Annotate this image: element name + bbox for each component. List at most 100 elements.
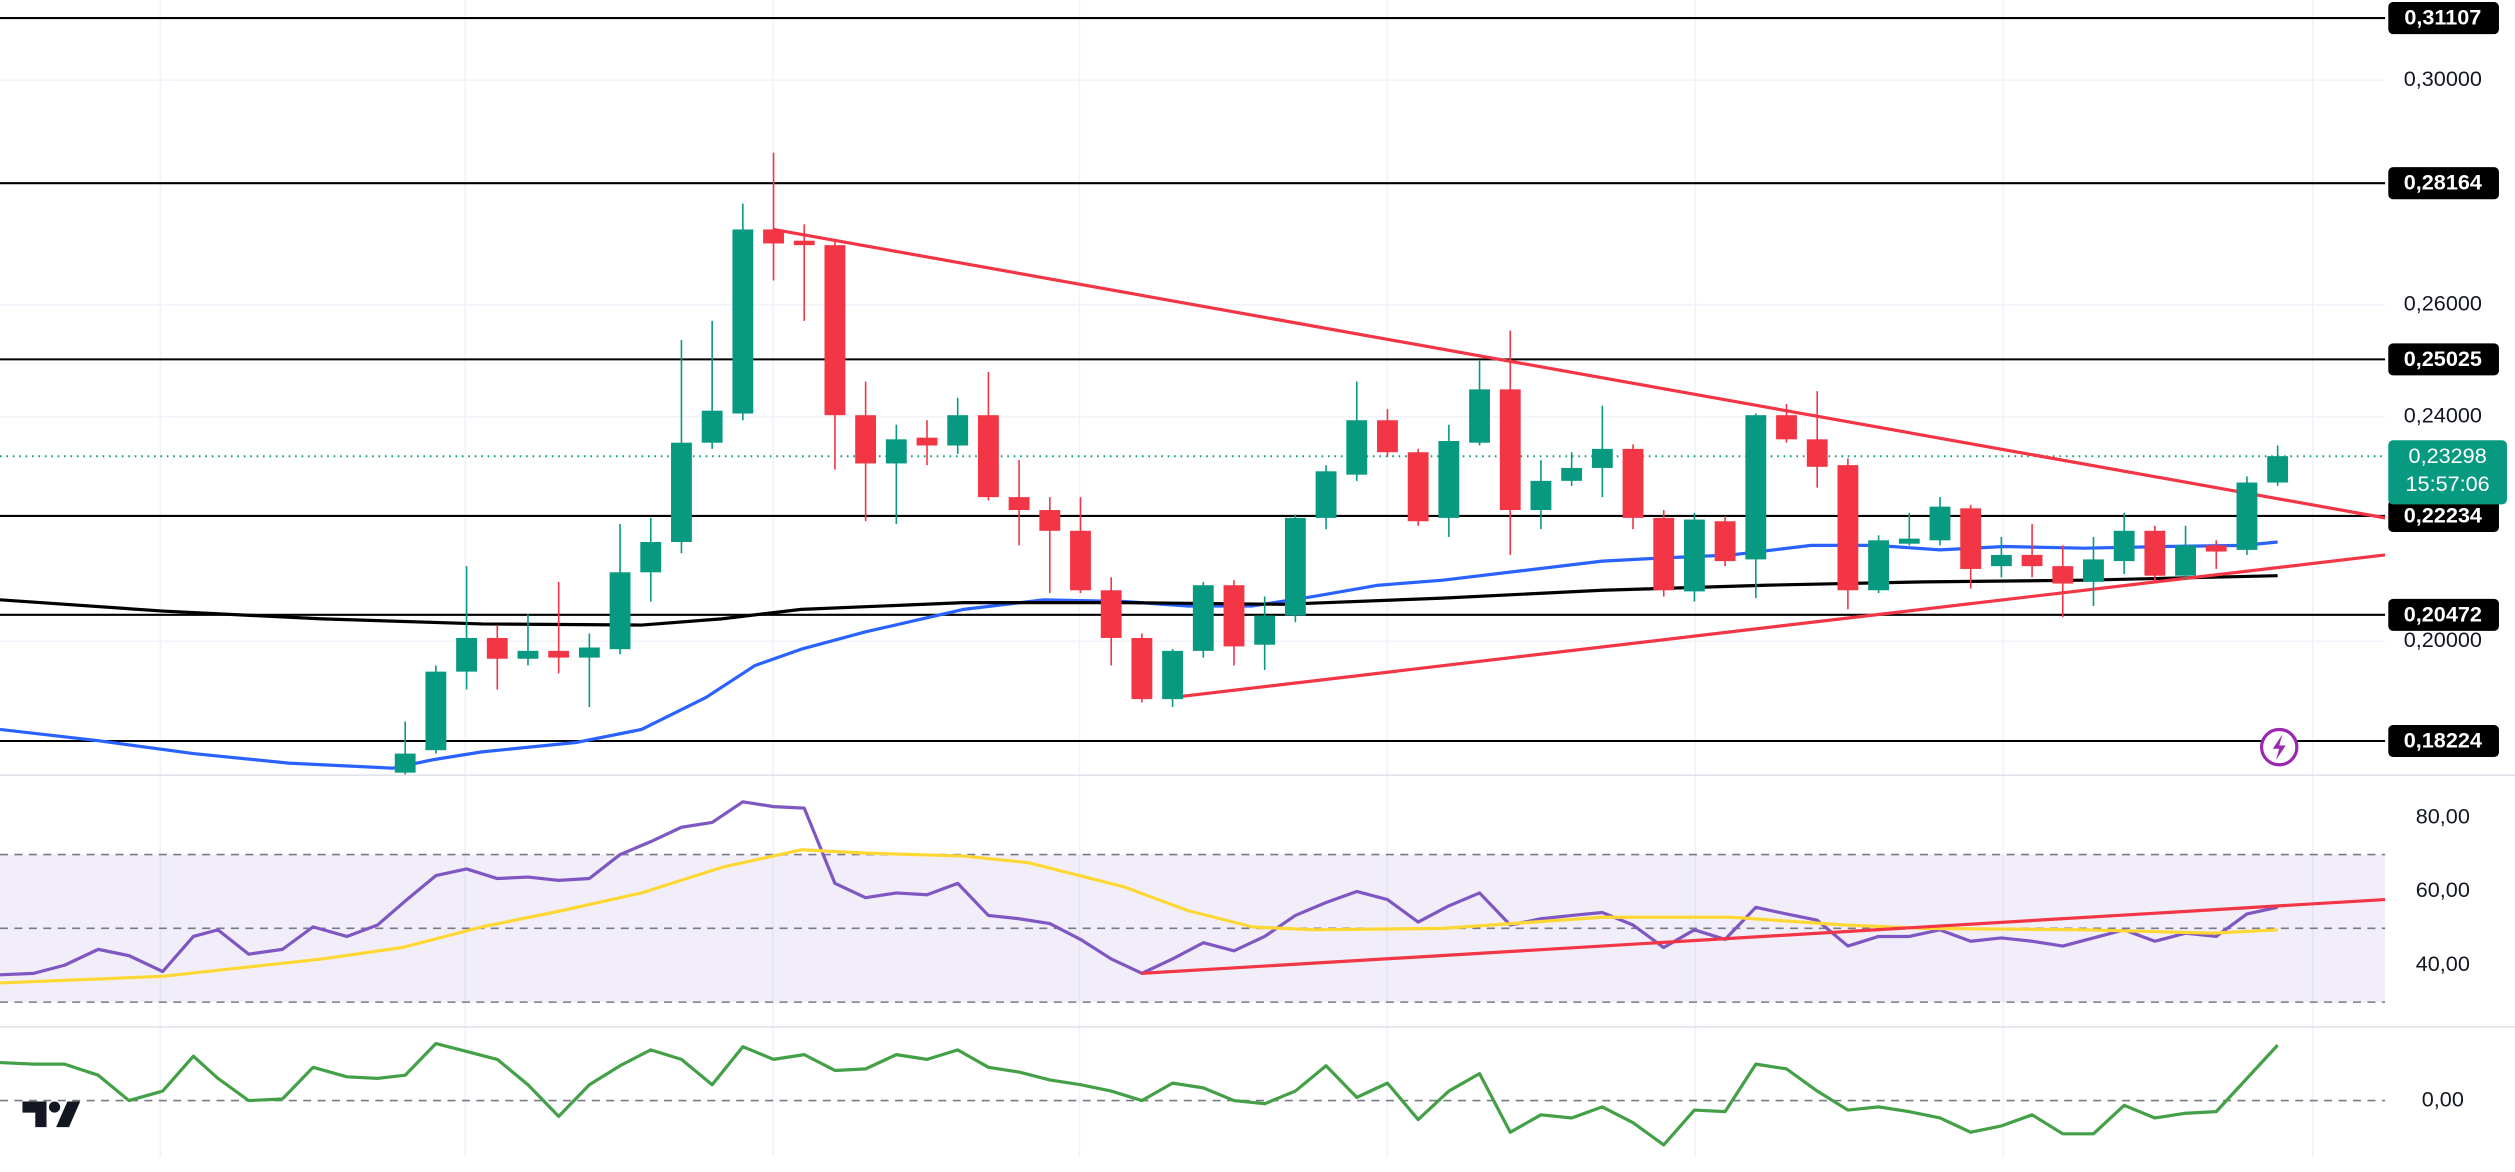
series-line	[1172, 553, 2386, 700]
logo-v	[56, 1101, 81, 1128]
candle-body	[1622, 448, 1644, 518]
candle-body	[1039, 510, 1061, 531]
candle-body	[2205, 545, 2227, 552]
candle-body	[1990, 554, 2012, 567]
candle-body	[2113, 530, 2135, 562]
candle-body	[1837, 465, 1859, 591]
candle-body	[1960, 508, 1982, 569]
level-label-box	[2388, 724, 2499, 758]
level-label: 0,28164	[2404, 170, 2482, 195]
level-label: 0,31107	[2404, 5, 2481, 30]
y-tick-label: 80,00	[2416, 803, 2470, 828]
candle-body	[2175, 545, 2196, 576]
candle-body	[1868, 540, 1890, 591]
candle-body	[609, 572, 631, 650]
logo-dot	[48, 1101, 61, 1113]
candle-body	[1929, 506, 1951, 541]
candle-body	[977, 415, 999, 498]
candle-body	[1806, 439, 1828, 467]
y-tick-label: 0,26000	[2404, 290, 2482, 315]
candle-body	[2083, 559, 2104, 582]
candle-body	[1469, 389, 1490, 443]
candle-body	[1377, 420, 1398, 453]
candle-body	[1499, 389, 1521, 511]
candle-body	[1131, 637, 1153, 700]
level-label-box	[2388, 598, 2499, 631]
candle-body	[2021, 554, 2043, 567]
last-price-box	[2388, 440, 2507, 505]
candle-body	[517, 650, 539, 659]
y-tick-label: 0,00	[2422, 1086, 2464, 1111]
series-line	[0, 1041, 2279, 1147]
candle-body	[947, 415, 969, 446]
candle-body	[1008, 497, 1030, 511]
candle-body	[640, 542, 662, 573]
candle-body	[456, 637, 478, 672]
logo-t	[22, 1101, 47, 1128]
series-line	[773, 227, 2386, 520]
candle-body	[2267, 456, 2289, 483]
plot-layer: 0,30000 0,26000 0,24000 0,20000 0,31107 0,281…	[0, 2, 2507, 1147]
candle-body	[578, 647, 600, 658]
level-label: 0,20472	[2404, 601, 2482, 626]
candle-body	[1438, 441, 1460, 518]
candle-body	[1254, 615, 1276, 645]
candle-body	[1407, 452, 1429, 522]
logo[interactable]	[22, 1101, 81, 1128]
last-price-label: 0,23298	[2409, 443, 2487, 468]
level-label: 0,18224	[2404, 728, 2482, 753]
candle-body	[885, 439, 907, 464]
candle-body	[425, 671, 447, 751]
y-tick-label: 0,30000	[2404, 66, 2482, 91]
candle-body	[1745, 415, 1767, 560]
series-line	[0, 540, 2278, 770]
candle-body	[1591, 448, 1613, 468]
candle-body	[732, 229, 754, 414]
candle-body	[548, 650, 570, 658]
candle-body	[793, 240, 815, 246]
candle-body	[1530, 480, 1552, 511]
alert-bolt	[2272, 734, 2286, 760]
candle-body	[1223, 585, 1245, 647]
alert-icon[interactable]	[2259, 727, 2299, 767]
candle-body	[486, 637, 508, 659]
candle-body	[824, 245, 846, 416]
candle-body	[1776, 415, 1797, 440]
candle-body	[2236, 482, 2258, 550]
candle-body	[1315, 471, 1337, 518]
level-label-box	[2388, 343, 2499, 376]
y-tick-label: 40,00	[2416, 951, 2470, 976]
y-tick-label: 0,24000	[2404, 403, 2482, 428]
countdown: 15:57:06	[2406, 471, 2490, 496]
candle-body	[1561, 467, 1583, 481]
candle-body	[1346, 420, 1368, 475]
candle-body	[1898, 538, 1920, 544]
level-label: 0,22234	[2404, 503, 2482, 528]
candle-body	[1162, 650, 1184, 700]
level-label-box	[2388, 2, 2499, 35]
series-line	[0, 848, 2278, 985]
candle-body	[671, 442, 692, 543]
candle-body	[855, 415, 877, 464]
series-line	[1141, 897, 2386, 975]
candle-body	[1100, 590, 1122, 638]
y-tick-label: 0,20000	[2404, 627, 2482, 652]
candle-body	[1653, 517, 1675, 591]
candle-body	[394, 753, 416, 773]
candle-body	[1070, 530, 1091, 591]
level-label-box	[2388, 167, 2499, 200]
candle-body	[763, 229, 784, 244]
candle-body	[2052, 566, 2074, 584]
candle-body	[1192, 585, 1214, 651]
candle-body	[1683, 519, 1705, 592]
candle-body	[701, 410, 723, 443]
candle-body	[1284, 517, 1306, 616]
candle-body	[1714, 521, 1736, 562]
level-label-box	[2388, 499, 2499, 533]
candle-body	[916, 437, 938, 446]
level-label: 0,25025	[2404, 346, 2482, 371]
candle-body	[2144, 530, 2166, 576]
